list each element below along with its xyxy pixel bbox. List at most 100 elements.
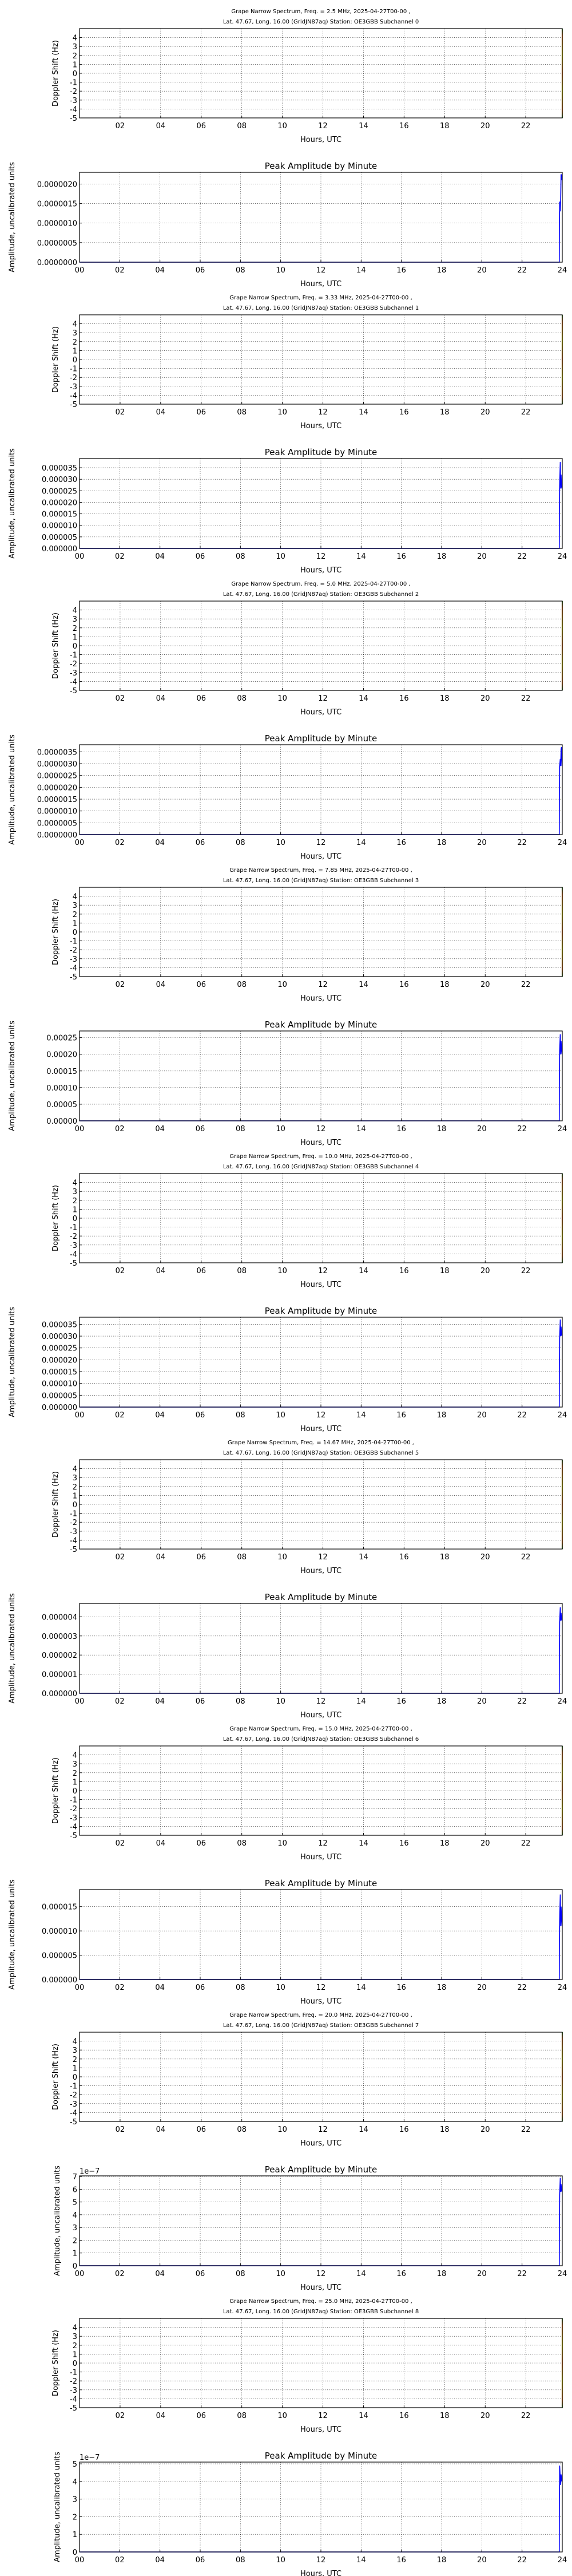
chart-title-line-2: Lat. 47.67, Long. 16.00 (GridJN87aq) Sta…: [223, 878, 419, 884]
spectrum-chart: Grape Narrow Spectrum, Freq. = 5.0 MHz, …: [51, 581, 563, 717]
x-tick-label: 06: [196, 1125, 205, 1133]
y-tick-label: 1: [73, 2250, 77, 2258]
x-tick-label: 18: [437, 839, 447, 847]
y-tick-label: 0.000030: [42, 1333, 77, 1341]
x-tick-label: 02: [115, 1697, 125, 1706]
x-tick-label: 10: [277, 122, 287, 131]
x-tick-label: 18: [437, 1697, 447, 1706]
y-tick-label: 6: [73, 2186, 77, 2194]
x-tick-label: 06: [196, 2412, 206, 2420]
x-tick-label: 14: [356, 2556, 366, 2565]
x-tick-label: 06: [196, 266, 205, 275]
chart-title-line-1: Grape Narrow Spectrum, Freq. = 14.67 MHz…: [228, 1440, 414, 1446]
chart-title: Peak Amplitude by Minute: [265, 161, 377, 171]
x-tick-label: 22: [517, 839, 527, 847]
x-tick-label: 12: [316, 1697, 326, 1706]
x-tick-label: 18: [437, 1125, 447, 1133]
y-tick-label: 0.000035: [42, 1321, 77, 1329]
x-tick-label: 02: [115, 1125, 125, 1133]
x-tick-label: 14: [356, 552, 366, 561]
x-tick-label: 00: [75, 2270, 85, 2278]
x-tick-label: 24: [558, 552, 567, 561]
amplitude-series-line: [80, 1894, 563, 1980]
x-tick-label: 24: [558, 839, 567, 847]
x-axis-label: Hours, UTC: [300, 136, 341, 144]
y-tick-label: -3: [70, 1242, 77, 1250]
x-tick-label: 06: [196, 1267, 206, 1275]
y-tick-label: 0.000020: [42, 1356, 77, 1365]
y-axis-label: Amplitude, uncalibrated units: [8, 162, 17, 272]
x-tick-label: 02: [116, 981, 125, 989]
y-tick-label: 0: [73, 1215, 77, 1223]
y-tick-label: -3: [70, 955, 77, 964]
y-tick-label: 4: [73, 2324, 77, 2333]
x-tick-label: 06: [196, 981, 206, 989]
x-tick-label: 10: [276, 2556, 285, 2565]
y-axis-label: Doppler Shift (Hz): [51, 1757, 60, 1824]
x-tick-label: 08: [237, 1267, 247, 1275]
x-tick-label: 06: [196, 2125, 206, 2134]
x-tick-label: 18: [440, 1267, 450, 1275]
x-tick-label: 22: [521, 981, 531, 989]
x-tick-label: 08: [236, 2270, 245, 2278]
y-tick-label: -2: [70, 660, 77, 669]
y-tick-label: 0.000001: [42, 1671, 77, 1680]
x-tick-label: 06: [196, 552, 205, 561]
chart-title-line-2: Lat. 47.67, Long. 16.00 (GridJN87aq) Sta…: [223, 2022, 419, 2029]
x-tick-label: 00: [75, 552, 85, 561]
x-tick-label: 16: [399, 981, 409, 989]
x-tick-label: 22: [517, 1411, 527, 1420]
y-axis-label: Doppler Shift (Hz): [51, 326, 60, 393]
y-axis-label: Amplitude, uncalibrated units: [53, 2166, 62, 2276]
y-tick-label: 0.000015: [42, 511, 77, 519]
x-tick-label: 14: [359, 2125, 368, 2134]
x-axis-label: Hours, UTC: [300, 852, 341, 861]
chart-title: Peak Amplitude by Minute: [265, 447, 377, 457]
y-tick-label: -4: [70, 1536, 77, 1545]
x-tick-label: 16: [399, 2125, 409, 2134]
y-tick-label: 0.000000: [42, 545, 77, 554]
x-tick-label: 04: [156, 2412, 166, 2420]
y-tick-label: 3: [73, 2224, 77, 2233]
y-tick-label: 4: [73, 893, 77, 902]
amplitude-series-line: [80, 2178, 563, 2266]
y-tick-label: -5: [70, 1546, 77, 1554]
y-tick-label: -1: [70, 2369, 77, 2377]
y-tick-label: 0: [73, 2549, 77, 2557]
x-tick-label: 12: [316, 266, 326, 275]
x-tick-label: 22: [521, 2125, 531, 2134]
y-tick-label: -1: [70, 2083, 77, 2091]
x-tick-label: 02: [115, 2556, 125, 2565]
x-tick-label: 04: [156, 694, 166, 703]
x-tick-label: 04: [155, 1697, 165, 1706]
y-tick-label: -2: [70, 946, 77, 955]
x-tick-label: 14: [356, 1411, 366, 1420]
x-tick-label: 08: [236, 1125, 245, 1133]
x-tick-label: 22: [521, 408, 531, 417]
x-tick-label: 18: [440, 2412, 450, 2420]
x-tick-label: 12: [318, 408, 328, 417]
x-tick-label: 22: [521, 2412, 531, 2420]
x-tick-label: 16: [396, 266, 406, 275]
x-tick-label: 18: [440, 122, 450, 131]
x-tick-label: 02: [116, 1839, 125, 1848]
amplitude-series-line: [80, 1319, 563, 1408]
x-tick-label: 06: [196, 2556, 205, 2565]
x-tick-label: 22: [517, 1125, 527, 1133]
y-tick-label: 1: [73, 633, 77, 642]
x-tick-label: 14: [359, 408, 368, 417]
y-tick-label: 1: [73, 1778, 77, 1787]
x-tick-label: 10: [277, 1267, 287, 1275]
x-tick-label: 24: [558, 266, 567, 275]
chart-title-line-1: Grape Narrow Spectrum, Freq. = 25.0 MHz,…: [229, 2298, 412, 2305]
y-tick-label: 4: [73, 34, 77, 43]
y-tick-label: 0: [73, 70, 77, 78]
y-tick-label: -4: [70, 105, 77, 114]
y-axis-label: Doppler Shift (Hz): [51, 899, 60, 965]
x-tick-label: 20: [480, 2412, 490, 2420]
y-tick-label: 0: [73, 929, 77, 937]
x-tick-label: 20: [480, 1267, 490, 1275]
y-tick-label: -3: [70, 1814, 77, 1823]
y-tick-label: -1: [70, 1510, 77, 1519]
